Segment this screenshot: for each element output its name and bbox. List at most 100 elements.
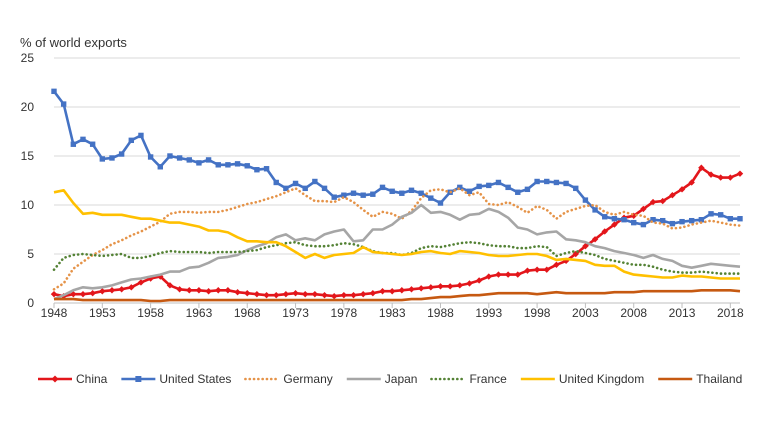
point-united-states xyxy=(263,166,270,172)
point-united-states xyxy=(176,155,183,161)
point-china xyxy=(601,228,608,235)
point-united-states xyxy=(186,157,192,163)
point-china xyxy=(398,287,406,294)
point-united-states xyxy=(553,179,560,186)
point-china xyxy=(253,290,261,298)
point-china xyxy=(727,174,734,181)
point-united-states xyxy=(109,155,115,161)
point-united-states xyxy=(621,217,627,223)
legend-label-united-kingdom: United Kingdom xyxy=(559,372,644,386)
point-united-states xyxy=(370,191,376,197)
point-united-states xyxy=(225,162,231,168)
series-line-france xyxy=(52,240,742,275)
point-united-states xyxy=(80,136,86,143)
point-china xyxy=(340,291,348,299)
point-united-states xyxy=(128,137,134,144)
point-china xyxy=(359,290,367,298)
point-china xyxy=(640,205,647,213)
point-united-states xyxy=(679,218,685,225)
point-united-states xyxy=(602,214,608,220)
y-tick-label: 5 xyxy=(27,247,34,261)
point-china xyxy=(224,287,232,294)
y-tick-label: 10 xyxy=(21,198,35,212)
point-china xyxy=(504,271,512,278)
point-united-states xyxy=(563,180,569,187)
point-united-states xyxy=(660,217,666,224)
point-united-states xyxy=(669,220,676,227)
point-united-states xyxy=(341,192,347,198)
point-united-states xyxy=(611,216,618,222)
point-china xyxy=(273,291,280,299)
x-tick-label: 1953 xyxy=(89,306,116,320)
y-tick-label: 15 xyxy=(21,149,35,163)
x-tick-label: 1973 xyxy=(282,306,309,320)
series-line-japan xyxy=(53,203,741,301)
point-united-states xyxy=(418,190,424,196)
point-china xyxy=(108,287,116,294)
point-china xyxy=(205,288,212,295)
point-china xyxy=(118,286,125,293)
point-united-states xyxy=(650,217,656,223)
point-united-states xyxy=(205,157,212,163)
point-united-states xyxy=(534,178,540,185)
point-united-states xyxy=(640,221,647,228)
point-china xyxy=(669,192,676,199)
point-china xyxy=(649,198,657,206)
point-united-states xyxy=(737,216,743,222)
series-line-thailand xyxy=(54,288,741,303)
point-united-states xyxy=(698,217,705,223)
point-united-states xyxy=(118,151,125,157)
point-china xyxy=(524,267,531,274)
series-line-germany xyxy=(52,187,742,291)
point-united-states xyxy=(244,163,250,169)
point-united-states xyxy=(428,195,434,201)
legend: China United States Germany Japan France Unit… xyxy=(38,372,742,386)
point-united-states xyxy=(51,88,57,95)
legend-label-united-states: United States xyxy=(159,372,231,386)
point-china xyxy=(166,282,174,289)
point-china xyxy=(688,179,695,186)
point-china xyxy=(717,174,724,181)
point-united-states xyxy=(312,178,318,185)
point-united-states xyxy=(99,156,106,162)
point-united-states xyxy=(727,216,734,222)
legend-label-thailand: Thailand xyxy=(696,372,742,386)
point-united-states xyxy=(215,162,221,168)
legend-item-japan: Japan xyxy=(346,372,417,386)
point-china xyxy=(408,286,415,293)
point-china xyxy=(244,290,251,297)
point-china xyxy=(282,290,290,298)
point-united-states xyxy=(466,188,473,194)
y-axis-label: % of world exports xyxy=(20,35,127,50)
x-tick-label: 1968 xyxy=(234,306,261,320)
point-united-states xyxy=(360,192,366,198)
point-china xyxy=(128,284,135,291)
x-tick-label: 1963 xyxy=(186,306,213,320)
x-tick-label: 1993 xyxy=(475,306,502,320)
point-united-states xyxy=(708,211,714,217)
point-united-states xyxy=(157,164,163,170)
point-united-states xyxy=(302,185,308,192)
point-china xyxy=(369,290,377,297)
legend-item-china: China xyxy=(38,372,108,386)
point-united-states xyxy=(283,185,289,192)
point-china xyxy=(292,290,299,297)
point-united-states xyxy=(544,178,550,185)
y-tick-label: 25 xyxy=(21,51,35,65)
point-china xyxy=(678,186,686,193)
legend-item-thailand: Thailand xyxy=(658,372,742,386)
point-china xyxy=(137,279,145,286)
point-united-states xyxy=(515,189,521,195)
point-united-states xyxy=(631,219,637,226)
point-united-states xyxy=(331,194,337,200)
point-united-states xyxy=(234,161,241,167)
y-tick-label: 0 xyxy=(27,296,34,310)
point-china xyxy=(736,170,744,177)
point-united-states xyxy=(196,160,202,166)
point-united-states xyxy=(495,179,502,186)
point-united-states xyxy=(399,190,405,196)
point-china xyxy=(659,197,666,205)
point-china xyxy=(495,271,502,278)
x-tick-label: 2018 xyxy=(717,306,744,320)
